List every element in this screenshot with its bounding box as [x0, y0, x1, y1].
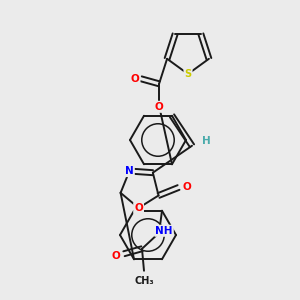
Text: O: O — [155, 102, 164, 112]
Text: H: H — [202, 136, 210, 146]
Text: O: O — [131, 74, 140, 84]
Text: N: N — [125, 166, 134, 176]
Text: O: O — [134, 203, 143, 213]
Text: O: O — [182, 182, 191, 193]
Text: O: O — [112, 251, 120, 261]
Text: S: S — [184, 69, 192, 79]
Text: NH: NH — [155, 226, 173, 236]
Text: CH₃: CH₃ — [134, 276, 154, 286]
